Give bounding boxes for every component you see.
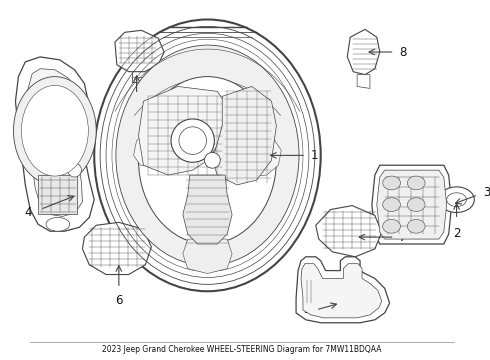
Polygon shape — [227, 136, 281, 177]
Polygon shape — [115, 30, 164, 72]
Text: 1: 1 — [311, 149, 319, 162]
Text: 6: 6 — [115, 294, 122, 307]
Polygon shape — [139, 86, 227, 175]
Ellipse shape — [68, 163, 81, 177]
Polygon shape — [82, 222, 151, 275]
Polygon shape — [347, 30, 380, 75]
Text: 3: 3 — [483, 186, 490, 199]
Polygon shape — [357, 75, 370, 89]
Polygon shape — [212, 86, 276, 185]
Polygon shape — [372, 165, 452, 244]
Ellipse shape — [14, 77, 96, 185]
Ellipse shape — [204, 152, 220, 168]
Ellipse shape — [439, 187, 474, 212]
Text: 4: 4 — [24, 206, 32, 219]
Ellipse shape — [383, 219, 400, 233]
Ellipse shape — [139, 77, 276, 244]
Ellipse shape — [22, 85, 88, 176]
Text: 2: 2 — [453, 227, 460, 240]
Polygon shape — [301, 264, 382, 318]
Polygon shape — [16, 57, 94, 231]
Text: 2023 Jeep Grand Cherokee WHEEL-STEERING Diagram for 7MW11BDQAA: 2023 Jeep Grand Cherokee WHEEL-STEERING … — [102, 345, 382, 354]
Ellipse shape — [46, 217, 70, 231]
Polygon shape — [377, 170, 447, 239]
Polygon shape — [134, 131, 188, 170]
Ellipse shape — [383, 198, 400, 212]
Polygon shape — [296, 257, 390, 323]
Polygon shape — [183, 175, 232, 244]
Text: 9: 9 — [133, 101, 140, 114]
Ellipse shape — [407, 176, 425, 190]
Ellipse shape — [407, 198, 425, 212]
Ellipse shape — [407, 219, 425, 233]
Polygon shape — [38, 175, 77, 215]
Ellipse shape — [171, 119, 214, 162]
Text: 8: 8 — [399, 45, 407, 59]
Polygon shape — [183, 239, 232, 274]
Polygon shape — [25, 69, 82, 216]
Ellipse shape — [116, 45, 299, 266]
Ellipse shape — [383, 176, 400, 190]
Ellipse shape — [94, 19, 320, 291]
Text: 5: 5 — [303, 303, 311, 316]
Polygon shape — [316, 206, 382, 257]
Text: 7: 7 — [399, 231, 407, 244]
